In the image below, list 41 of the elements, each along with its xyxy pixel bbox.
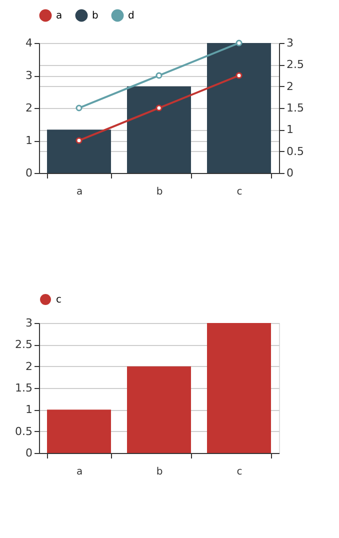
- y2-tick-label: 1: [286, 123, 294, 136]
- y-tick-label: 3: [26, 316, 32, 330]
- x-tick-label: b: [156, 466, 163, 478]
- y-tick-label: 0: [26, 166, 32, 180]
- y2-tick-label: 3: [286, 36, 294, 50]
- bar: [47, 130, 111, 173]
- y-tick-label: 4: [26, 36, 32, 50]
- y-tick-label: 2.5: [15, 338, 32, 352]
- y2-tick-label: 2: [286, 80, 294, 93]
- legend-label: a: [56, 10, 62, 22]
- point: [156, 72, 162, 79]
- y2-tick-label: 2.5: [286, 58, 304, 72]
- y2-tick-label: 1.5: [286, 102, 304, 114]
- x-tick-label: a: [76, 466, 83, 478]
- bar: [127, 86, 191, 173]
- point: [236, 40, 242, 46]
- y-tick-label: 2: [26, 102, 32, 114]
- point: [76, 104, 82, 112]
- y-tick-label: 2: [26, 360, 32, 373]
- y2-tick-label: 0: [286, 166, 294, 180]
- y-tick-label: 0: [26, 446, 32, 460]
- bar: [127, 366, 191, 453]
- y-tick-label: 3: [26, 69, 32, 82]
- x-tick-label: c: [236, 466, 242, 478]
- y-tick-label: 1.5: [15, 382, 32, 394]
- point: [76, 137, 82, 144]
- y-tick-label: 0.5: [15, 424, 32, 438]
- bar: [207, 323, 271, 453]
- x-tick-label: a: [76, 186, 83, 198]
- point: [156, 104, 162, 112]
- bar: [207, 43, 271, 173]
- y-tick-label: 1: [26, 134, 32, 147]
- x-tick-label: c: [236, 186, 242, 198]
- y-tick-label: 1: [26, 403, 32, 416]
- x-tick-label: b: [156, 186, 163, 198]
- legend-label: d: [128, 10, 134, 22]
- point: [236, 72, 242, 79]
- bar: [47, 410, 111, 453]
- legend-label: b: [92, 10, 98, 22]
- y2-tick-label: 0.5: [286, 144, 304, 158]
- legend-label: c: [56, 294, 62, 306]
